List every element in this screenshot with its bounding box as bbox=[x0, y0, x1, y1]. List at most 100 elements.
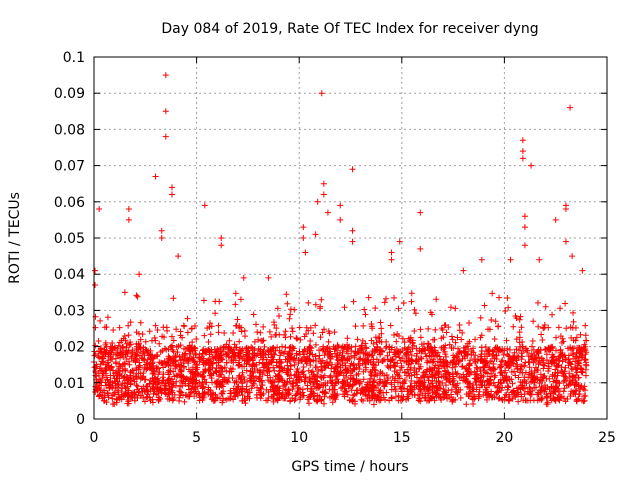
data-point bbox=[236, 361, 243, 368]
data-point bbox=[402, 376, 409, 383]
data-point bbox=[285, 387, 292, 394]
data-point bbox=[213, 348, 220, 355]
data-point bbox=[448, 345, 455, 352]
data-point-outlier bbox=[218, 242, 225, 249]
data-point bbox=[286, 348, 293, 355]
data-point bbox=[337, 369, 344, 376]
data-point bbox=[472, 352, 479, 359]
data-point bbox=[418, 374, 425, 381]
data-point bbox=[296, 324, 303, 331]
data-point bbox=[287, 333, 294, 340]
data-point bbox=[393, 338, 400, 345]
data-point bbox=[259, 371, 266, 378]
data-point bbox=[562, 300, 569, 307]
data-point bbox=[401, 358, 408, 365]
data-point bbox=[203, 349, 210, 356]
data-point bbox=[274, 384, 281, 391]
data-point bbox=[142, 338, 149, 345]
data-point bbox=[286, 390, 293, 397]
data-point bbox=[176, 353, 183, 360]
x-tick-label: 15 bbox=[393, 430, 411, 446]
data-point bbox=[137, 336, 144, 343]
data-point bbox=[393, 345, 400, 352]
data-point bbox=[427, 309, 434, 316]
data-point bbox=[370, 401, 377, 408]
data-point bbox=[201, 376, 208, 383]
data-point bbox=[199, 394, 206, 401]
data-point bbox=[568, 388, 575, 395]
data-point bbox=[151, 388, 158, 395]
data-point bbox=[208, 346, 215, 353]
data-point bbox=[132, 355, 139, 362]
data-point bbox=[506, 397, 513, 404]
data-point bbox=[299, 357, 306, 364]
data-point bbox=[123, 347, 130, 354]
data-point bbox=[341, 377, 348, 384]
data-point bbox=[517, 366, 524, 373]
data-point bbox=[250, 361, 257, 368]
data-point bbox=[136, 364, 143, 371]
data-point bbox=[291, 361, 298, 368]
data-point bbox=[480, 364, 487, 371]
data-point bbox=[144, 364, 151, 371]
data-point bbox=[580, 398, 587, 405]
data-point-outlier bbox=[507, 256, 514, 263]
data-point bbox=[458, 336, 465, 343]
data-point bbox=[123, 356, 130, 363]
data-point bbox=[411, 327, 418, 334]
data-point bbox=[448, 386, 455, 393]
data-point bbox=[514, 352, 521, 359]
data-point bbox=[482, 358, 489, 365]
data-point bbox=[225, 378, 232, 385]
data-point bbox=[149, 399, 156, 406]
data-point bbox=[264, 347, 271, 354]
data-point bbox=[236, 353, 243, 360]
data-point bbox=[351, 354, 358, 361]
data-point bbox=[182, 350, 189, 357]
data-point bbox=[201, 369, 208, 376]
data-point bbox=[486, 326, 493, 333]
data-point bbox=[565, 381, 572, 388]
data-point bbox=[297, 396, 304, 403]
data-point bbox=[573, 381, 580, 388]
data-point bbox=[385, 364, 392, 371]
data-point bbox=[206, 323, 213, 330]
data-point bbox=[352, 400, 359, 407]
x-tick-label: 0 bbox=[90, 430, 99, 446]
data-point bbox=[214, 380, 221, 387]
data-point-outlier bbox=[337, 216, 344, 223]
data-point bbox=[350, 392, 357, 399]
data-point bbox=[572, 324, 579, 331]
data-point bbox=[140, 370, 147, 377]
data-point bbox=[517, 343, 524, 350]
data-point bbox=[125, 322, 132, 329]
data-point bbox=[248, 344, 255, 351]
data-point bbox=[335, 357, 342, 364]
data-point bbox=[481, 302, 488, 309]
data-point bbox=[307, 358, 314, 365]
data-point bbox=[388, 394, 395, 401]
data-point bbox=[411, 306, 418, 313]
data-point bbox=[437, 394, 444, 401]
data-point bbox=[120, 354, 127, 361]
data-point bbox=[516, 347, 523, 354]
data-point bbox=[167, 362, 174, 369]
data-point bbox=[541, 362, 548, 369]
data-point bbox=[170, 295, 177, 302]
data-point bbox=[373, 347, 380, 354]
data-point-outlier bbox=[521, 242, 528, 249]
data-point bbox=[115, 381, 122, 388]
data-point bbox=[518, 393, 525, 400]
data-point bbox=[377, 387, 384, 394]
data-point-outlier bbox=[320, 180, 327, 187]
data-point bbox=[223, 367, 230, 374]
data-point bbox=[286, 355, 293, 362]
data-point bbox=[523, 380, 530, 387]
data-point bbox=[193, 335, 200, 342]
data-point bbox=[200, 391, 207, 398]
data-point-outlier bbox=[125, 216, 132, 223]
data-point bbox=[519, 353, 526, 360]
data-point bbox=[540, 361, 547, 368]
data-point bbox=[470, 345, 477, 352]
data-point bbox=[390, 362, 397, 369]
